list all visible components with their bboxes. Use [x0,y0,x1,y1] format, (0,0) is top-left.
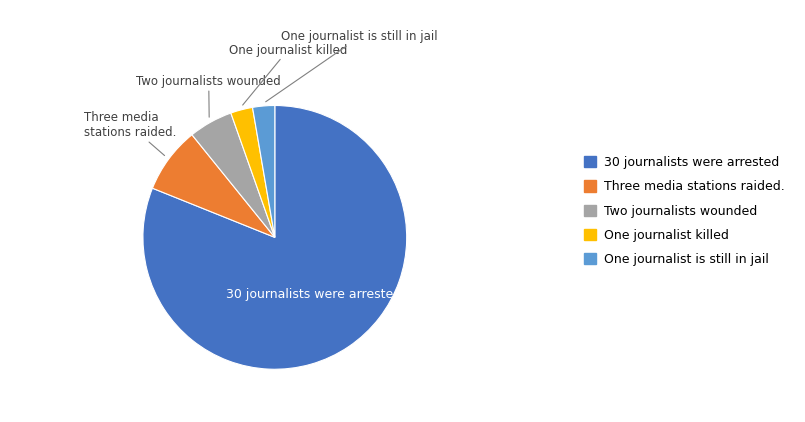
Legend: 30 journalists were arrested, Three media stations raided., Two journalists woun: 30 journalists were arrested, Three medi… [577,150,791,272]
Wedge shape [192,113,275,237]
Wedge shape [253,106,275,237]
Wedge shape [152,135,275,237]
Text: One journalist killed: One journalist killed [229,43,347,105]
Wedge shape [231,107,275,237]
Text: One journalist is still in jail: One journalist is still in jail [266,30,438,102]
Wedge shape [143,106,407,369]
Text: Three media
stations raided.: Three media stations raided. [84,111,176,156]
Text: 30 journalists were arrested: 30 journalists were arrested [225,288,401,301]
Text: Two journalists wounded: Two journalists wounded [136,75,281,117]
